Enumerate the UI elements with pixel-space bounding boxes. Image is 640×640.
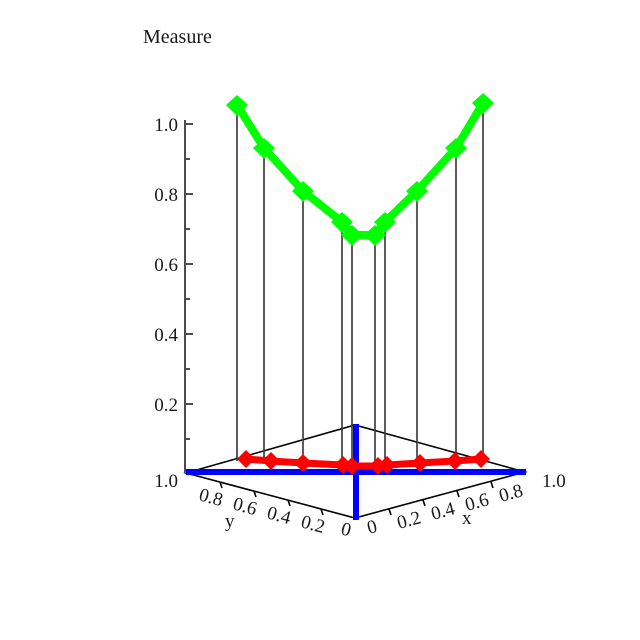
y-tick-label: 0	[339, 519, 354, 542]
z-tick-label: 0.4	[154, 325, 178, 346]
z-tick-label: 0.2	[154, 395, 178, 416]
z-tick-label: 0.8	[154, 185, 178, 206]
x-axis-title: x	[462, 508, 472, 529]
y-axis-title: y	[225, 511, 235, 532]
y-tick-label: 0.2	[299, 512, 327, 538]
drop-lines	[236, 103, 484, 468]
measure-curve-markers	[226, 93, 494, 246]
page-title: Measure	[143, 26, 212, 48]
y-tick-label: 0.6	[231, 494, 259, 520]
blue-axis-cross	[186, 424, 526, 520]
x-tick-label: 0.2	[395, 507, 423, 533]
base-curve-markers	[237, 450, 490, 475]
y-tick-label: 0.8	[197, 485, 225, 511]
x-tick-label: 1.0	[542, 471, 566, 492]
x-tick-label: 0.4	[429, 498, 458, 525]
z-tick-label: 0.6	[154, 255, 178, 276]
y-axis-labels: 0.8 0.6 0.4 0.2 0 y	[197, 485, 354, 542]
x-axis-labels: 0 0.2 0.4 0.6 0.8 1.0 x	[365, 471, 566, 539]
x-tick-label: 0.8	[497, 480, 525, 506]
y-axis-ticks	[219, 481, 324, 516]
measure-curve	[226, 93, 494, 246]
y-axis-corner-label: 1.0	[154, 471, 178, 492]
z-tick-label: 1.0	[154, 115, 178, 136]
z-axis-labels: 1.0 0.8 0.6 0.4 0.2	[154, 115, 178, 416]
x-tick-label: 0	[365, 516, 380, 539]
x-axis-ticks	[388, 481, 494, 516]
base-projection-curve	[237, 450, 490, 475]
y-tick-label: 0.4	[265, 503, 294, 530]
z-axis	[184, 120, 193, 473]
